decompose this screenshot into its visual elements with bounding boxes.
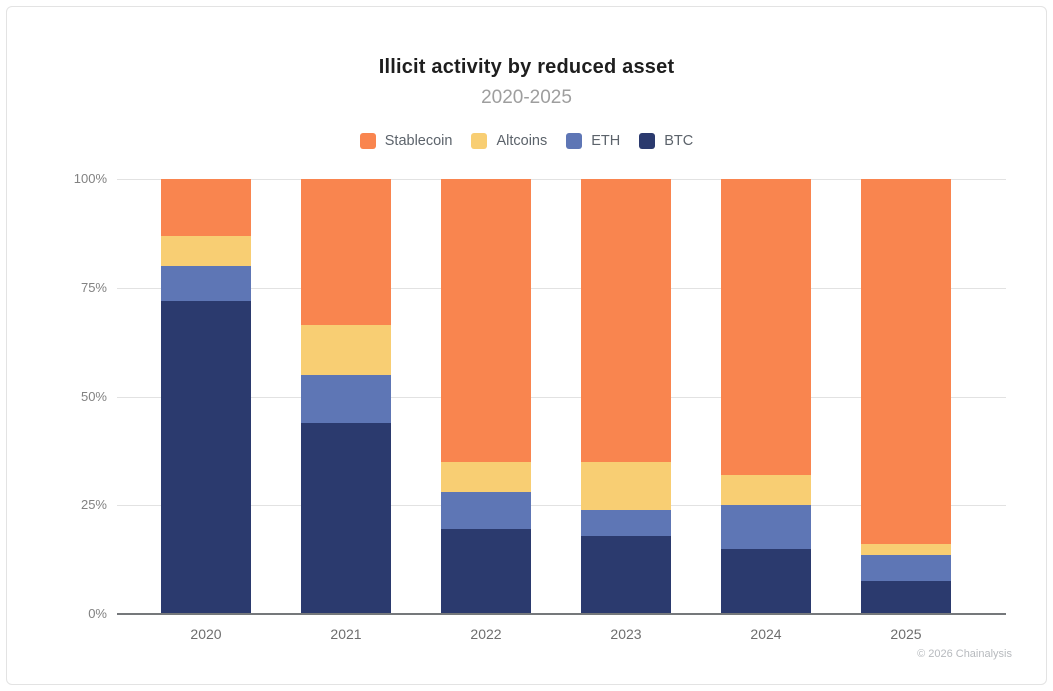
gridline-50 (117, 396, 1006, 398)
bar-segment-2023-stablecoin (581, 179, 671, 462)
x-tick-label-2020: 2020 (190, 626, 222, 642)
x-tick-label-2023: 2023 (610, 626, 642, 642)
bar-segment-2023-btc (581, 535, 671, 614)
bar-segment-2025-altcoins (861, 544, 951, 556)
bar-segment-2024-eth (721, 505, 811, 549)
legend-item-stablecoin: Stablecoin (359, 133, 453, 149)
x-tick-label-2022: 2022 (470, 626, 502, 642)
legend-label: Stablecoin (384, 133, 453, 149)
bar-stack (301, 179, 391, 614)
legend-label: ETH (591, 133, 621, 149)
y-tick-label-0: 0% (88, 606, 107, 621)
bar-segment-2020-stablecoin (161, 179, 251, 236)
gridline-75 (117, 287, 1006, 289)
chart-title: Illicit activity by reduced asset (378, 56, 675, 78)
bar-stack (861, 179, 951, 614)
bar-2024: 2024 (721, 179, 811, 642)
gridline-100 (117, 179, 1006, 180)
legend-item-eth: ETH (566, 133, 620, 149)
bars-container: 2020 2021 2022 2023 2024 2025 (117, 179, 1006, 642)
legend-item-btc: BTC (639, 133, 693, 149)
bar-segment-2025-eth (861, 555, 951, 582)
bar-segment-2021-btc (301, 422, 391, 614)
bar-segment-2020-btc (161, 300, 251, 614)
x-tick-label-2025: 2025 (890, 626, 922, 642)
bar-segment-2024-stablecoin (721, 179, 811, 475)
x-axis-line (117, 613, 1006, 615)
x-tick-label-2021: 2021 (330, 626, 362, 642)
bar-segment-2023-eth (581, 509, 671, 536)
y-tick-label-100: 100% (73, 171, 107, 186)
bar-stack (161, 179, 251, 614)
bar-segment-2024-btc (721, 548, 811, 614)
bar-stack (721, 179, 811, 614)
legend: Stablecoin Altcoins ETH BTC (7, 133, 1046, 149)
bar-segment-2021-eth (301, 374, 391, 423)
bar-segment-2023-altcoins (581, 461, 671, 510)
bar-2020: 2020 (161, 179, 251, 642)
gridline-25 (117, 505, 1006, 507)
legend-label: BTC (664, 133, 694, 149)
y-tick-label-50: 50% (80, 388, 107, 404)
bar-stack (441, 179, 531, 614)
bar-segment-2020-eth (161, 266, 251, 301)
y-tick-label-25: 25% (80, 497, 107, 513)
copyright-note: © 2026 Chainalysis (917, 648, 1012, 660)
legend-swatch-icon (359, 133, 376, 149)
bar-stack (581, 179, 671, 614)
plot-area: 0% 25% 50% 75% 100% 2020 2021 2022 2023 2024 2025 (74, 172, 1006, 642)
legend-swatch-icon (639, 133, 656, 149)
bar-segment-2022-altcoins (441, 461, 531, 493)
bar-2023: 2023 (581, 179, 671, 642)
chart-card: Illicit activity by reduced asset 2020-2… (6, 6, 1047, 685)
bar-segment-2020-altcoins (161, 235, 251, 267)
bar-segment-2025-btc (861, 581, 951, 614)
y-tick-label-75: 75% (80, 279, 107, 295)
bar-segment-2022-eth (441, 492, 531, 530)
legend-swatch-icon (471, 133, 488, 149)
bar-2022: 2022 (441, 179, 531, 642)
bar-segment-2021-altcoins (301, 324, 391, 375)
bar-2025: 2025 (861, 179, 951, 642)
x-tick-label-2024: 2024 (750, 626, 782, 642)
chart-subtitle: 2020-2025 (481, 87, 572, 108)
legend-swatch-icon (566, 133, 583, 149)
bar-segment-2024-altcoins (721, 474, 811, 506)
bar-segment-2025-stablecoin (861, 179, 951, 545)
bar-segment-2021-stablecoin (301, 179, 391, 325)
legend-label: Altcoins (496, 133, 548, 149)
bar-segment-2022-btc (441, 529, 531, 614)
bar-segment-2022-stablecoin (441, 179, 531, 462)
legend-item-altcoins: Altcoins (471, 133, 547, 149)
bar-2021: 2021 (301, 179, 391, 642)
